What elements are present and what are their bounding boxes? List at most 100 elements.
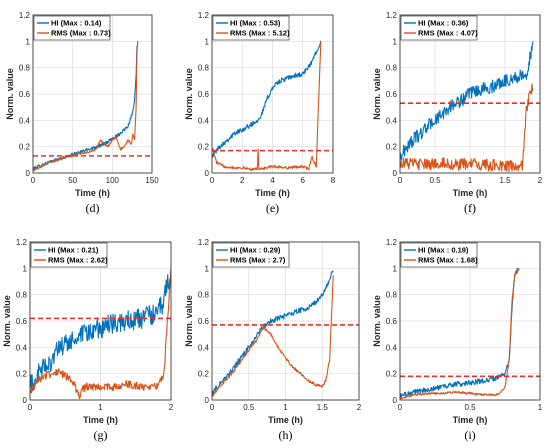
y-axis-label: Norm. value — [5, 68, 15, 120]
plot-area — [30, 268, 171, 400]
y-tick-label: 1.2 — [198, 238, 210, 247]
axes-box — [211, 241, 360, 401]
legend: HI (Max : 0.36)RMS (Max : 4.07) — [400, 15, 478, 41]
y-tick-label: 0.8 — [16, 291, 28, 300]
axes-box — [211, 14, 334, 174]
x-tick-label: 0 — [398, 403, 403, 412]
x-tick-label: 1.5 — [499, 176, 511, 185]
legend-box — [212, 15, 290, 41]
x-tick-label: 0 — [210, 176, 215, 185]
y-axis-label: Norm. value — [2, 295, 12, 347]
legend-box — [212, 242, 290, 268]
legend-entry: RMS (Max : 4.07) — [418, 29, 478, 38]
y-tick-label: 0.4 — [16, 343, 28, 352]
y-tick-label: 1 — [26, 37, 31, 46]
legend-entry: RMS (Max : 2.62) — [48, 256, 108, 265]
axes-box — [399, 14, 541, 174]
series-line-hi — [212, 40, 322, 159]
y-tick-label: 1 — [393, 37, 398, 46]
y-tick-label: 0.6 — [198, 317, 210, 326]
x-tick-label: 4 — [270, 176, 275, 185]
x-tick-label: 50 — [68, 176, 77, 185]
series-line-rms — [400, 268, 520, 400]
legend-entry: HI (Max : 0.53) — [230, 19, 281, 28]
y-tick-label: 0 — [393, 396, 398, 405]
y-tick-label: 0.8 — [198, 291, 210, 300]
legend-box — [400, 242, 478, 268]
legend: HI (Max : 0.14)RMS (Max : 0.73) — [33, 15, 111, 41]
y-tick-label: 1 — [23, 264, 28, 273]
legend-entry: HI (Max : 0.21) — [48, 246, 99, 255]
legend: HI (Max : 0.53)RMS (Max : 5.12) — [212, 15, 290, 41]
y-tick-label: 0 — [205, 396, 210, 405]
series-line-rms — [33, 42, 139, 172]
y-tick-label: 0.2 — [16, 370, 28, 379]
legend-entry: RMS (Max : 1.68) — [418, 256, 478, 265]
plot-area — [400, 41, 534, 173]
panel-caption: (f) — [464, 201, 476, 215]
y-tick-label: 0.6 — [386, 90, 398, 99]
y-tick-label: 0.6 — [19, 90, 31, 99]
y-tick-label: 0.8 — [386, 291, 398, 300]
y-tick-label: 1.2 — [198, 11, 210, 20]
chart-panel-i: 0 0.5 1 0 0.2 0.4 0.6 0.8 1 1.2 Time (h) Norm. valu… — [372, 238, 543, 442]
y-tick-label: 0 — [26, 169, 31, 178]
x-axis-label: Time (h) — [453, 188, 488, 198]
y-tick-label: 0.8 — [386, 64, 398, 73]
x-tick-label: 100 — [106, 176, 120, 185]
legend-entry: HI (Max : 0.36) — [418, 19, 469, 28]
x-tick-label: 1 — [98, 403, 103, 412]
x-tick-label: 1 — [468, 176, 473, 185]
x-tick-label: 0.5 — [429, 176, 441, 185]
y-tick-label: 0.2 — [386, 143, 398, 152]
y-tick-label: 0.4 — [386, 116, 398, 125]
series-line-rms — [400, 83, 534, 173]
series-line-hi — [212, 270, 334, 396]
legend-box — [400, 15, 478, 41]
x-tick-label: 0.5 — [243, 403, 255, 412]
chart-panel-g: 0 1 2 0 0.2 0.4 0.6 0.8 1 1.2 Time (h) Norm. value H… — [2, 238, 174, 442]
legend-entry: HI (Max : 0.14) — [51, 19, 102, 28]
series-line-hi — [33, 41, 139, 171]
x-axis-label: Time (h) — [255, 188, 290, 198]
panel-caption: (d) — [86, 201, 100, 215]
y-axis-label: Norm. value — [184, 295, 194, 347]
legend-box — [33, 15, 111, 41]
x-tick-label: 2 — [169, 403, 174, 412]
y-tick-label: 1.2 — [386, 11, 398, 20]
legend: HI (Max : 0.29)RMS (Max : 2.7) — [212, 242, 290, 268]
axes-box — [29, 241, 172, 401]
x-tick-label: 0 — [28, 403, 33, 412]
y-tick-label: 0 — [393, 169, 398, 178]
x-tick-label: 8 — [331, 176, 336, 185]
x-tick-label: 1.5 — [317, 403, 329, 412]
y-tick-label: 0 — [205, 169, 210, 178]
legend-entry: HI (Max : 0.29) — [230, 246, 281, 255]
x-tick-label: 1 — [283, 403, 288, 412]
y-tick-label: 0.4 — [198, 116, 210, 125]
legend-entry: RMS (Max : 5.12) — [230, 29, 290, 38]
axes-box — [32, 14, 153, 174]
series-line-rms — [212, 42, 322, 171]
chart-panel-f: 0 0.5 1 1.5 2 0 0.2 0.4 0.6 0.8 1 1.2 Time (h) Norm. … — [372, 11, 543, 215]
y-tick-label: 0.8 — [198, 64, 210, 73]
plot-area — [33, 41, 139, 172]
y-tick-label: 0.2 — [198, 370, 210, 379]
x-axis-label: Time (h) — [75, 188, 110, 198]
series-line-hi — [400, 41, 534, 161]
y-tick-label: 0.2 — [19, 143, 31, 152]
y-tick-label: 1.2 — [386, 238, 398, 247]
x-axis-label: Time (h) — [453, 415, 488, 425]
y-axis-label: Norm. value — [372, 295, 382, 347]
series-line-rms — [212, 275, 334, 398]
legend-box — [30, 242, 108, 268]
y-tick-label: 1 — [205, 264, 210, 273]
series-line-hi — [400, 267, 520, 399]
y-axis-label: Norm. value — [372, 68, 382, 120]
x-tick-label: 2 — [538, 176, 543, 185]
x-tick-label: 0 — [31, 176, 36, 185]
panel-caption: (i) — [464, 428, 475, 442]
series-line-rms — [30, 270, 171, 400]
legend-entry: RMS (Max : 2.7) — [230, 256, 286, 265]
